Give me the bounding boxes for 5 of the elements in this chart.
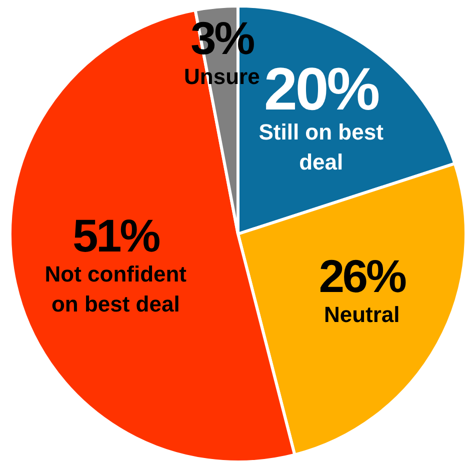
data-label: 51%	[72, 209, 160, 262]
data-label: 26%	[318, 250, 406, 302]
slice-label: Unsure	[184, 64, 260, 89]
slice-label: Neutral	[324, 302, 400, 328]
slice-label: Not confident on best deal	[44, 261, 188, 316]
